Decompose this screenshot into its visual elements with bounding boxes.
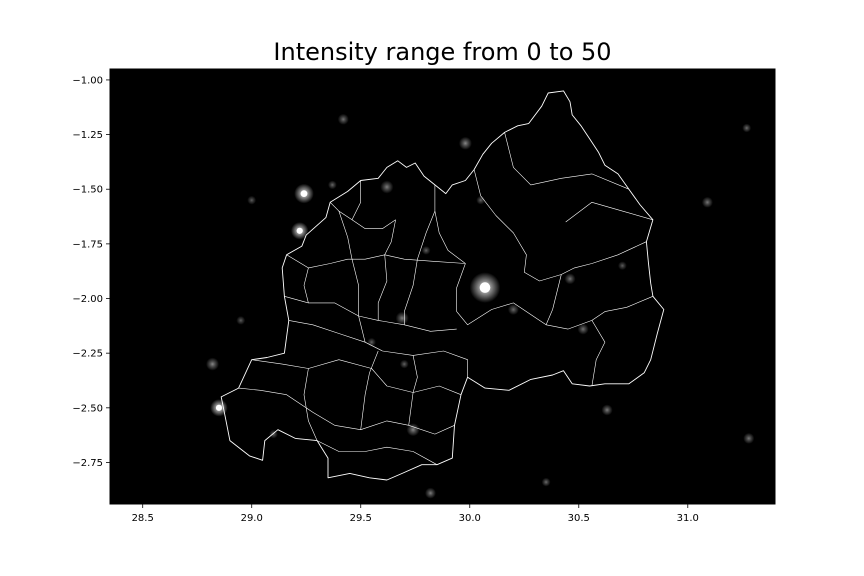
district-boundary xyxy=(303,267,309,303)
y-tick-label: −2.25 xyxy=(72,349,103,360)
intensity-hotspot xyxy=(618,261,627,271)
intensity-hotspot xyxy=(399,359,409,369)
x-tick-label: 29.0 xyxy=(241,513,263,524)
y-tick-label: −1.75 xyxy=(72,239,103,250)
district-boundary xyxy=(404,210,436,325)
district-boundary xyxy=(251,359,462,395)
intensity-hotspot xyxy=(206,357,219,371)
district-boundary xyxy=(338,211,366,343)
intensity-hotspot xyxy=(577,323,589,335)
country-outline xyxy=(220,90,665,481)
x-tick-label: 30.0 xyxy=(459,513,481,524)
intensity-hotspot xyxy=(247,195,257,205)
intensity-hotspot xyxy=(337,113,349,125)
y-tick-label: −1.25 xyxy=(72,130,103,141)
district-boundary xyxy=(456,263,547,326)
district-boundary xyxy=(377,219,396,321)
chart-title: Intensity range from 0 to 50 xyxy=(273,38,612,66)
y-axis: −1.00 −1.25 −1.50 −1.75 −2.00 −2.25 −2.50 −2.75 xyxy=(72,75,110,469)
y-tick-label: −2.00 xyxy=(72,294,103,305)
intensity-hotspot xyxy=(507,304,519,315)
district-boundary xyxy=(434,184,466,264)
district-boundary xyxy=(561,241,647,275)
district-boundary xyxy=(238,387,455,435)
district-boundary xyxy=(545,274,654,330)
district-boundary xyxy=(360,350,379,430)
district-boundary xyxy=(303,368,318,441)
district-boundary xyxy=(504,132,630,190)
plot-frame xyxy=(109,68,776,505)
intensity-hotspot xyxy=(601,404,613,416)
boundary-layer xyxy=(220,90,665,481)
intensity-hotspot xyxy=(541,477,551,487)
district-boundary xyxy=(316,440,438,465)
district-boundary xyxy=(288,320,468,378)
y-tick-label: −2.50 xyxy=(72,403,103,414)
plot-area xyxy=(110,69,775,504)
district-boundary xyxy=(329,202,396,229)
intensity-hotspot xyxy=(406,423,420,437)
intensity-layer xyxy=(206,113,755,499)
intensity-hotspot xyxy=(701,196,713,208)
intensity-hotspot-core xyxy=(479,282,491,293)
x-tick-label: 28.5 xyxy=(132,513,154,524)
intensity-hotspot xyxy=(476,195,486,205)
district-boundary xyxy=(565,202,653,223)
intensity-hotspot xyxy=(743,432,755,444)
intensity-hotspot-core xyxy=(215,404,223,411)
intensity-hotspot xyxy=(395,311,409,325)
district-boundary xyxy=(284,296,457,332)
intensity-hotspot xyxy=(380,180,394,194)
x-tick-label: 31.0 xyxy=(677,513,699,524)
x-tick-label: 30.5 xyxy=(568,513,590,524)
district-boundary xyxy=(591,320,606,387)
intensity-hotspot xyxy=(742,123,752,133)
y-tick-label: −2.75 xyxy=(72,458,103,469)
district-boundary xyxy=(351,180,361,220)
intensity-hotspot-core xyxy=(296,227,303,234)
intensity-hotspot xyxy=(425,487,436,499)
intensity-hotspot xyxy=(458,136,472,150)
y-tick-label: −1.00 xyxy=(72,75,103,86)
x-axis: 28.5 29.0 29.5 30.0 30.5 31.0 xyxy=(132,504,699,524)
intensity-hotspot xyxy=(564,273,576,285)
district-boundary xyxy=(286,254,466,269)
x-tick-label: 29.5 xyxy=(350,513,372,524)
district-boundary xyxy=(408,355,418,426)
district-boundary xyxy=(473,169,562,282)
intensity-hotspot-core xyxy=(300,190,308,198)
intensity-hotspot xyxy=(421,246,431,255)
intensity-hotspot xyxy=(328,180,337,190)
intensity-hotspot xyxy=(236,316,246,325)
y-tick-label: −1.50 xyxy=(72,185,103,196)
